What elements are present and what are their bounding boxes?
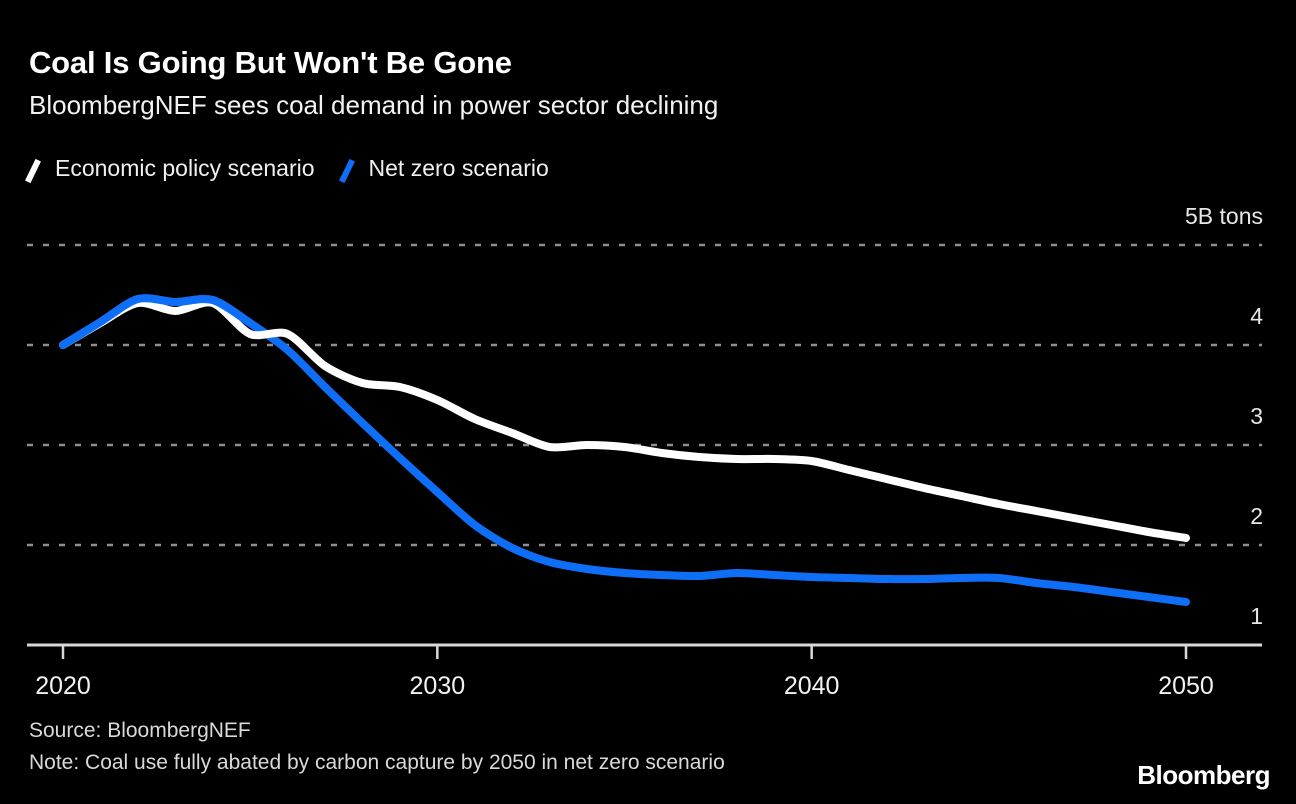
y-axis-label: 3: [1250, 403, 1263, 429]
legend-item-net-zero-scenario[interactable]: Net zero scenario: [343, 155, 549, 182]
legend-item-label: Net zero scenario: [368, 155, 549, 181]
x-axis-label: 2050: [1158, 672, 1214, 700]
y-axis-label: 5B tons: [1185, 203, 1263, 229]
x-axis-label: 2020: [35, 672, 91, 700]
y-axis-label: 2: [1250, 503, 1263, 529]
legend-item-label: Economic policy scenario: [55, 155, 315, 181]
page-title: Coal Is Going But Won't Be Gone: [29, 45, 512, 80]
series-line-net-zero-scenario-peak-overlay: [59, 294, 255, 349]
legend-item-economic-policy-scenario[interactable]: Economic policy scenario: [29, 155, 315, 182]
x-axis-label: 2040: [783, 672, 840, 700]
series-line-economic-policy-scenario: [59, 298, 1190, 542]
y-axis-label: 1: [1250, 603, 1263, 629]
note-text: Note: Coal use fully abated by carbon ca…: [29, 751, 725, 774]
y-axis-label: 4: [1250, 303, 1263, 329]
page-subtitle: BloombergNEF sees coal demand in power s…: [29, 90, 719, 120]
x-axis-label: 2030: [409, 672, 466, 700]
bloomberg-logo: Bloomberg: [1137, 760, 1270, 790]
source-text: Source: BloombergNEF: [29, 719, 251, 742]
chart-legend: Economic policy scenario Net zero scenar…: [29, 155, 549, 182]
